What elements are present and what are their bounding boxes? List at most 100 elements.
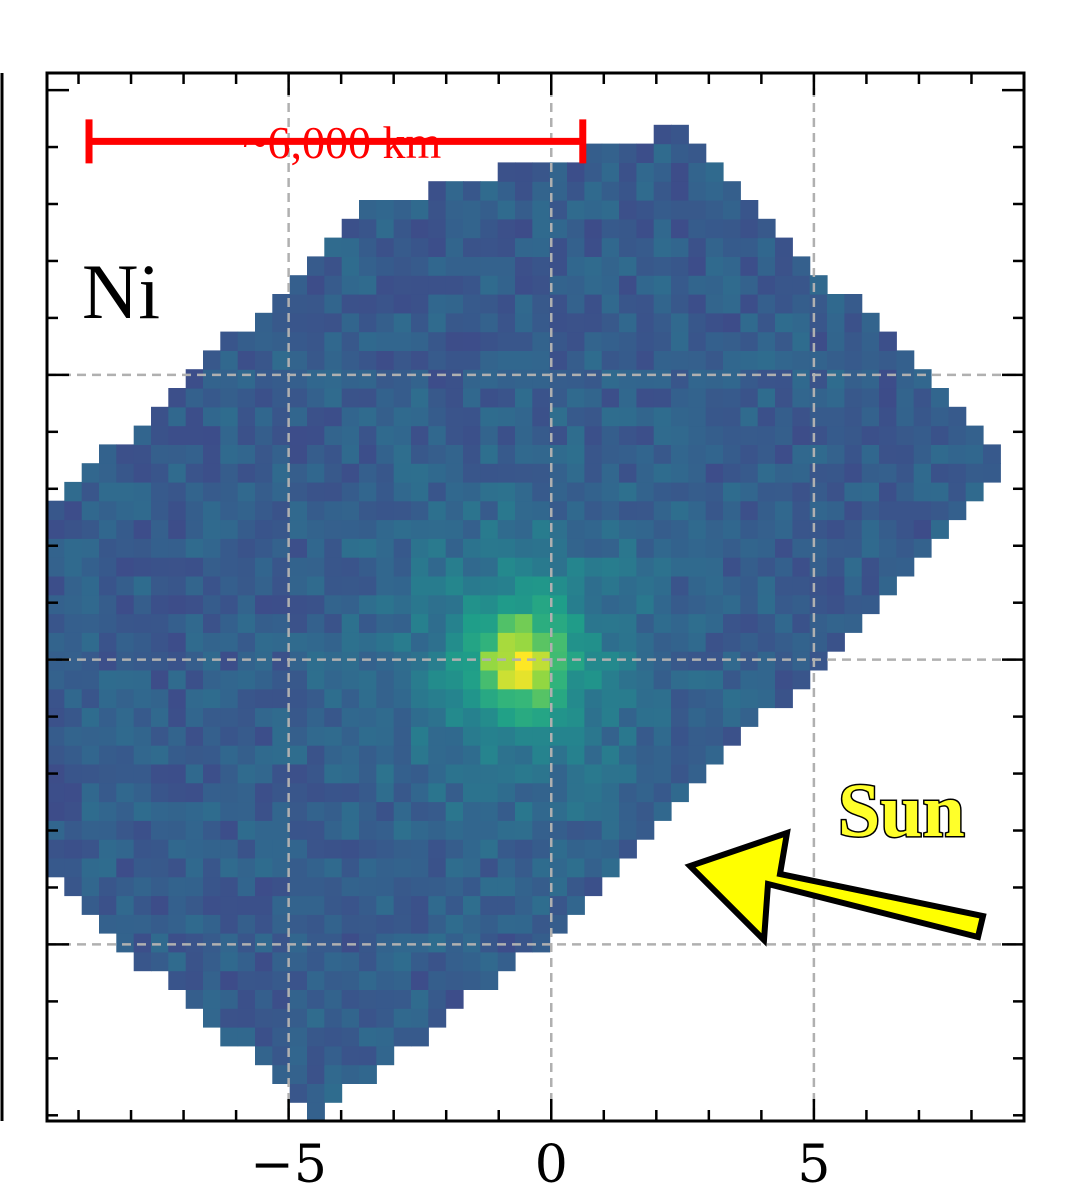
heatmap-cell <box>203 350 221 370</box>
heatmap-cell <box>688 200 707 220</box>
heatmap-cell <box>740 388 759 408</box>
heatmap-cell <box>480 331 499 351</box>
heatmap-cell <box>532 218 551 239</box>
heatmap-cell <box>185 951 204 972</box>
heatmap-cell <box>237 519 256 539</box>
heatmap-cell <box>532 632 551 652</box>
heatmap-cell <box>723 294 741 314</box>
heatmap-cell <box>757 406 776 427</box>
heatmap-cell <box>497 519 516 539</box>
heatmap-cell <box>376 613 395 633</box>
heatmap-cell <box>376 237 395 257</box>
heatmap-cell <box>809 369 828 389</box>
heatmap-cell <box>237 857 256 878</box>
heatmap-cell <box>47 594 65 615</box>
heatmap-cell <box>463 557 481 577</box>
heatmap-cell <box>497 312 516 333</box>
heatmap-cell <box>671 763 689 784</box>
heatmap-cell <box>289 989 308 1009</box>
heatmap-cell <box>341 575 360 596</box>
heatmap-cell <box>133 914 152 934</box>
heatmap-cell <box>64 651 83 671</box>
heatmap-cell <box>289 275 308 295</box>
heatmap-cell <box>237 425 256 445</box>
heatmap-cell <box>428 444 447 464</box>
heatmap-cell <box>47 575 65 596</box>
heatmap-cell <box>376 707 395 727</box>
heatmap-cell <box>324 350 343 370</box>
heatmap-cell <box>64 839 83 859</box>
heatmap-cell <box>324 481 343 502</box>
element-label: Ni <box>82 248 160 335</box>
heatmap-cell <box>289 538 308 558</box>
heatmap-cell <box>151 425 169 445</box>
heatmap-cell <box>584 557 603 577</box>
heatmap-cell <box>220 782 239 803</box>
heatmap-cell <box>463 350 481 370</box>
heatmap-cell <box>255 745 273 765</box>
heatmap-cell <box>636 143 655 163</box>
heatmap-cell <box>255 632 273 652</box>
heatmap-cell <box>671 613 689 633</box>
heatmap-cell <box>393 970 412 990</box>
heatmap-cell <box>307 801 325 821</box>
heatmap-cell <box>324 444 343 464</box>
heatmap-cell <box>168 406 187 427</box>
heatmap-cell <box>237 745 256 765</box>
heatmap-cell <box>515 350 533 370</box>
heatmap-cell <box>133 801 152 821</box>
heatmap-cell <box>601 782 620 803</box>
heatmap-cell <box>549 312 568 333</box>
heatmap-cell <box>463 519 481 539</box>
heatmap-cell <box>307 669 325 690</box>
heatmap-cell <box>827 594 845 615</box>
heatmap-cell <box>255 839 273 859</box>
heatmap-cell <box>272 594 291 615</box>
heatmap-cell <box>411 218 429 239</box>
heatmap-cell <box>307 745 325 765</box>
heatmap-cell <box>255 331 273 351</box>
heatmap-cell <box>411 613 429 633</box>
heatmap-cell <box>601 669 620 690</box>
heatmap-cell <box>307 350 325 370</box>
heatmap-cell <box>688 162 707 182</box>
heatmap-cell <box>567 745 585 765</box>
heatmap-cell <box>220 463 239 483</box>
heatmap-cell <box>324 425 343 445</box>
heatmap-cell <box>324 801 343 821</box>
heatmap-cell <box>757 237 776 257</box>
heatmap-cell <box>740 481 759 502</box>
heatmap-cell <box>151 763 169 784</box>
heatmap-cell <box>220 688 239 709</box>
heatmap-cell <box>775 688 793 709</box>
heatmap-cell <box>99 500 117 521</box>
heatmap-cell <box>255 444 273 464</box>
heatmap-cell <box>653 181 672 201</box>
heatmap-cell <box>185 481 204 502</box>
heatmap-cell <box>913 369 932 389</box>
heatmap-cell <box>272 782 291 803</box>
heatmap-cell <box>463 256 481 276</box>
heatmap-cell <box>203 782 221 803</box>
heatmap-cell <box>584 538 603 558</box>
heatmap-cell <box>775 425 793 445</box>
heatmap-cell <box>341 557 360 577</box>
heatmap-cell <box>203 914 221 934</box>
heatmap-cell <box>151 463 169 483</box>
heatmap-cell <box>636 632 655 652</box>
heatmap-cell <box>411 406 429 427</box>
heatmap-cell <box>151 876 169 897</box>
heatmap-cell <box>723 256 741 276</box>
heatmap-cell <box>601 481 620 502</box>
heatmap-cell <box>307 989 325 1009</box>
heatmap-cell <box>64 481 83 502</box>
heatmap-cell <box>64 876 83 897</box>
heatmap-cell <box>445 388 464 408</box>
heatmap-cell <box>289 312 308 333</box>
heatmap-cell <box>549 707 568 727</box>
heatmap-cell <box>948 406 967 427</box>
heatmap-cell <box>463 914 481 934</box>
heatmap-cell <box>393 857 412 878</box>
heatmap-cell <box>549 237 568 257</box>
heatmap-cell <box>151 914 169 934</box>
